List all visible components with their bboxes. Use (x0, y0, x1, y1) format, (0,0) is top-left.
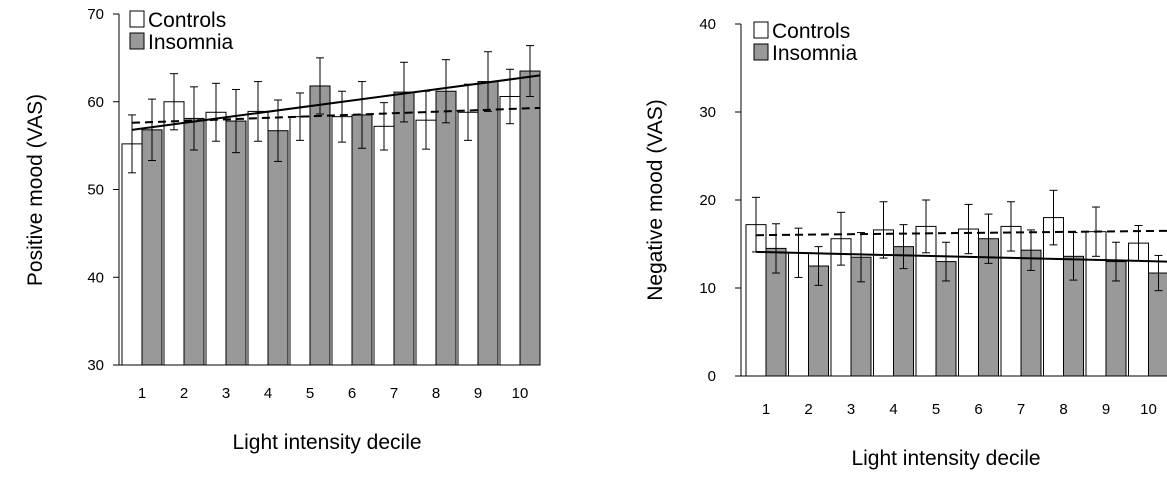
y-axis-title: Negative mood (VAS) (644, 99, 667, 301)
y-tick-label: 40 (699, 16, 716, 33)
x-tick-label: 7 (390, 385, 398, 402)
bar-controls-decile-9 (457, 111, 479, 366)
x-tick-label: 10 (1140, 401, 1157, 418)
bar-controls-decile-4 (247, 110, 269, 366)
x-tick-label: 3 (847, 401, 855, 418)
bar-controls-decile-5 (289, 116, 311, 366)
y-tick-label: 50 (87, 182, 104, 199)
bar-insomnia-decile-10 (519, 70, 541, 366)
y-tick-label: 10 (699, 280, 716, 297)
x-axis-title: Light intensity decile (232, 431, 421, 454)
bar-insomnia-decile-3 (225, 120, 247, 366)
bar-controls-decile-7 (373, 125, 395, 366)
x-tick-label: 8 (432, 385, 440, 402)
x-tick-label: 4 (889, 401, 897, 418)
legend-label-controls: Controls (772, 20, 850, 43)
bar-controls-decile-2 (163, 101, 185, 366)
trend-line-insomnia (131, 74, 541, 131)
legend-swatch-controls (753, 21, 769, 39)
bar-insomnia-decile-6 (351, 114, 373, 366)
x-tick-label: 3 (222, 385, 230, 402)
x-tick-label: 4 (264, 385, 272, 402)
x-tick-label: 6 (974, 401, 982, 418)
bar-controls-decile-1 (121, 143, 143, 366)
bar-insomnia-decile-10 (1148, 272, 1167, 377)
bar-insomnia-decile-7 (393, 91, 415, 366)
legend-label-insomnia: Insomnia (148, 31, 234, 54)
legend-swatch-insomnia (129, 32, 145, 50)
legend-label-controls: Controls (148, 9, 226, 32)
x-tick-label: 5 (932, 401, 940, 418)
bar-insomnia-decile-1 (141, 129, 163, 366)
y-axis-title: Positive mood (VAS) (24, 94, 47, 286)
y-tick-label: 40 (87, 269, 104, 286)
bar-insomnia-decile-4 (267, 130, 289, 366)
x-tick-label: 1 (762, 401, 770, 418)
x-tick-label: 2 (804, 401, 812, 418)
bar-insomnia-decile-9 (477, 81, 499, 366)
trend-line-insomnia (755, 250, 1167, 263)
x-tick-label: 6 (348, 385, 356, 402)
y-tick-label: 0 (708, 368, 716, 385)
y-tick-label: 20 (699, 192, 716, 209)
x-tick-label: 8 (1059, 401, 1067, 418)
y-tick-label: 60 (87, 94, 104, 111)
bar-insomnia-decile-2 (183, 117, 205, 366)
legend-swatch-insomnia (753, 43, 769, 61)
bar-insomnia-decile-5 (309, 85, 331, 366)
x-axis-title: Light intensity decile (851, 447, 1040, 470)
x-tick-label: 7 (1017, 401, 1025, 418)
x-tick-label: 2 (180, 385, 188, 402)
legend-label-insomnia: Insomnia (772, 42, 858, 65)
x-tick-label: 5 (306, 385, 314, 402)
y-tick-label: 30 (87, 357, 104, 374)
x-tick-label: 1 (138, 385, 146, 402)
bar-controls-decile-10 (499, 95, 521, 366)
legend-swatch-controls (129, 10, 145, 28)
x-tick-label: 9 (1102, 401, 1110, 418)
bar-controls-decile-10 (1128, 242, 1149, 377)
x-tick-label: 10 (512, 385, 529, 402)
y-tick-label: 70 (87, 6, 104, 23)
x-tick-label: 9 (474, 385, 482, 402)
bar-controls-decile-6 (331, 116, 353, 366)
y-tick-label: 30 (699, 104, 716, 121)
bar-insomnia-decile-8 (435, 90, 457, 366)
bar-controls-decile-8 (415, 119, 437, 366)
trend-line-controls (755, 229, 1167, 237)
bar-controls-decile-3 (205, 111, 227, 366)
